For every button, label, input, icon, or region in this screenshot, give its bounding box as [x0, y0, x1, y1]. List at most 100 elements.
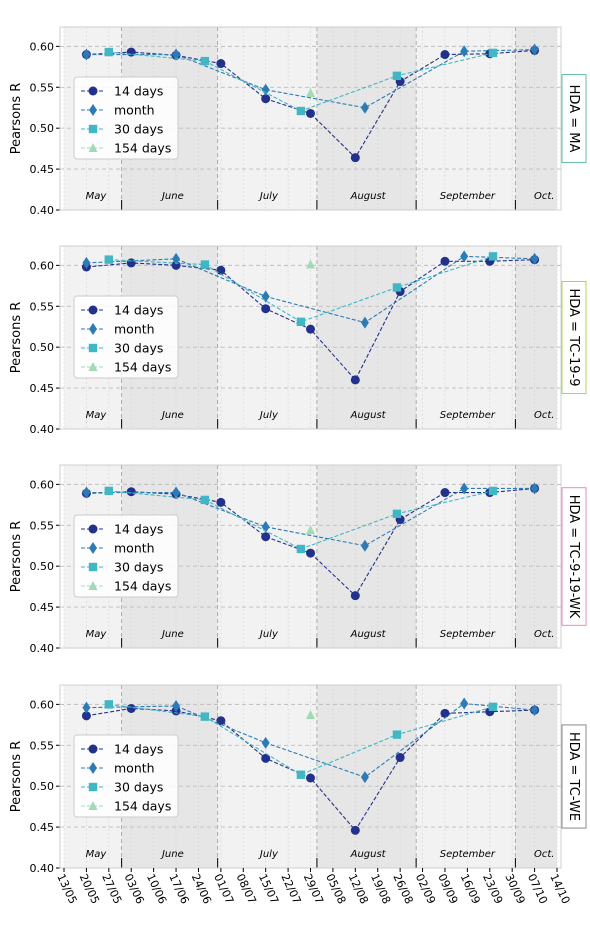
month-band	[316, 27, 417, 210]
data-point	[126, 487, 136, 497]
plot-frame	[59, 26, 562, 211]
x-tick-label: 23/09	[480, 872, 505, 906]
data-point	[296, 544, 306, 554]
y-axis-label: Pearsons R	[9, 521, 24, 593]
y-tick-label: 0.60	[30, 40, 55, 53]
legend-marker	[89, 104, 97, 116]
data-point	[216, 497, 226, 507]
data-point	[360, 771, 369, 784]
data-point	[440, 708, 450, 718]
month-label: May	[86, 849, 108, 860]
month-band	[217, 246, 317, 429]
data-point	[82, 701, 91, 714]
legend-label: month	[114, 322, 155, 337]
legend-marker	[88, 562, 98, 572]
data-point	[306, 710, 315, 719]
legend-box	[73, 514, 179, 598]
x-tick-label: 08/07	[234, 872, 259, 906]
month-label: July	[258, 629, 279, 640]
month-label: Oct.	[534, 191, 554, 202]
legend-marker	[88, 124, 98, 134]
month-band	[515, 685, 557, 868]
legend-marker	[88, 524, 98, 534]
month-label: May	[86, 629, 108, 640]
data-point	[306, 108, 315, 118]
month-label: August	[350, 410, 387, 421]
x-tick-label: 13/05	[54, 872, 79, 906]
y-tick-label: 0.60	[30, 478, 55, 491]
legend-marker	[89, 542, 97, 554]
month-label: May	[86, 410, 108, 421]
hda-label-box	[561, 74, 587, 163]
data-point	[488, 486, 498, 496]
x-tick-label: 14/10	[547, 872, 572, 906]
month-label: September	[440, 410, 496, 421]
month-label: June	[160, 629, 184, 640]
data-point	[172, 486, 181, 499]
legend-label: 14 days	[114, 303, 163, 318]
y-tick-label: 0.50	[30, 780, 55, 793]
data-point	[200, 260, 210, 269]
month-label: May	[86, 191, 108, 202]
data-point	[440, 488, 450, 498]
legend-marker	[88, 343, 98, 353]
month-band	[515, 27, 557, 210]
data-point	[360, 101, 369, 114]
x-tick-label: 19/08	[368, 872, 393, 906]
data-point	[261, 94, 271, 104]
month-label: July	[258, 191, 279, 202]
legend-label: 30 days	[114, 122, 163, 137]
data-point	[172, 700, 181, 712]
legend-marker	[89, 323, 97, 335]
month-band	[217, 465, 317, 648]
x-tick-label: 29/07	[301, 872, 326, 906]
chart-panel: 0.40 0.45 0.50 0.55 0.60 Pearsons R May June Jul…	[9, 684, 587, 875]
data-point	[306, 88, 315, 97]
y-tick-label: 0.50	[30, 560, 55, 573]
legend-box	[73, 76, 179, 160]
month-band	[316, 246, 417, 429]
y-tick-label: 0.55	[30, 739, 55, 752]
x-tick-label: 27/05	[99, 872, 124, 906]
legend-marker	[88, 362, 98, 371]
hda-label-box	[561, 724, 587, 829]
hda-label-box	[561, 487, 587, 626]
data-point	[172, 48, 181, 61]
y-tick-label: 0.40	[30, 204, 55, 217]
x-tick-label: 01/07	[211, 872, 236, 906]
x-tick-label: 22/07	[278, 872, 303, 906]
x-tick-label: 16/09	[458, 872, 483, 906]
data-point	[306, 324, 315, 334]
legend-label: 154 days	[114, 799, 171, 814]
chart-panel: 0.40 0.45 0.50 0.55 0.60 Pearsons R May June Jul…	[9, 245, 587, 436]
plot-frame	[59, 245, 562, 430]
x-tick-label: 24/06	[189, 872, 214, 906]
month-label: September	[440, 849, 496, 860]
data-point	[350, 825, 360, 835]
y-tick-label: 0.45	[30, 382, 55, 395]
x-tick-label: 03/06	[122, 872, 147, 906]
series-line	[86, 487, 535, 547]
month-label: June	[160, 410, 184, 421]
x-tick-label: 15/07	[256, 872, 281, 906]
data-point	[104, 255, 114, 264]
month-label: Oct.	[534, 849, 554, 860]
x-tick-label: 17/06	[166, 872, 191, 906]
series-line	[86, 487, 535, 597]
data-point	[360, 539, 369, 552]
data-point	[306, 259, 315, 269]
month-label: July	[258, 410, 279, 421]
hda-label: HDA = TC-19-9	[566, 288, 581, 386]
data-point	[350, 591, 360, 601]
legend-label: 14 days	[114, 522, 163, 537]
y-tick-label: 0.45	[30, 821, 55, 834]
data-point	[261, 83, 270, 96]
data-point	[104, 700, 114, 709]
data-point	[261, 532, 271, 542]
legend-label: 154 days	[114, 579, 171, 594]
data-point	[82, 48, 91, 61]
data-point	[306, 773, 315, 783]
month-band	[416, 465, 516, 648]
legend-label: 154 days	[114, 141, 171, 156]
data-point	[360, 316, 369, 329]
